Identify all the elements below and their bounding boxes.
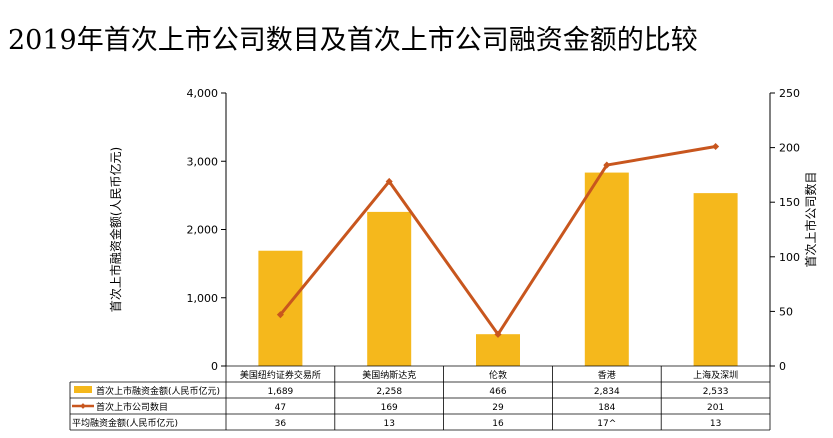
category-label: 伦敦: [489, 369, 507, 381]
right-tick-label: 100: [779, 251, 800, 264]
left-axis-title: 首次上市融资金额(人民币亿元): [108, 147, 123, 312]
left-tick-label: 3,000: [187, 155, 219, 168]
table-cell: 201: [707, 403, 724, 413]
right-axis-title: 首次上市公司数目: [803, 171, 818, 267]
axis-titles: 首次上市融资金额(人民币亿元) 首次上市公司数目: [108, 147, 818, 312]
left-tick-label: 0: [211, 360, 218, 373]
legend-swatch-bar: [74, 386, 92, 393]
bar: [476, 334, 520, 366]
line-marker: [603, 161, 611, 169]
line-marker: [712, 142, 720, 151]
right-tick-label: 200: [779, 142, 800, 155]
table-cell: 17^: [597, 419, 616, 429]
category-label: 美国纽约证券交易所: [240, 369, 321, 381]
count-line-path: [279, 145, 716, 338]
table-cell: 16: [492, 419, 504, 429]
line-marker: [276, 311, 284, 319]
left-tick-label: 2,000: [187, 224, 219, 237]
category-label: 美国纳斯达克: [362, 369, 416, 381]
table-cell: 2,258: [376, 387, 402, 397]
bar: [693, 193, 738, 366]
table-row-label: 平均融资金额(人民币亿元): [72, 417, 178, 429]
right-tick-label: 0: [779, 360, 786, 373]
table-cell: 47: [275, 403, 286, 413]
table-cell: 169: [381, 403, 398, 413]
table-cell: 2,533: [703, 387, 729, 397]
bar: [258, 250, 303, 366]
category-label: 香港: [598, 369, 616, 381]
legend-swatch-marker: [80, 403, 86, 409]
chart-title: 2019年首次上市公司数目及首次上市公司融资金额的比较: [8, 25, 698, 56]
right-tick-label: 250: [779, 87, 800, 100]
table-cell: 13: [710, 419, 721, 429]
table-cell: 13: [383, 419, 394, 429]
legend-label: 首次上市融资金额(人民币亿元): [96, 385, 220, 397]
axes: 0 1,000 2,000 3,000 4,000 0 50 100 150 200 250: [187, 87, 801, 373]
count-line: [276, 142, 720, 338]
left-tick-label: 1,000: [187, 292, 219, 305]
table-cell: 29: [492, 403, 504, 413]
table-cell: 184: [598, 403, 615, 413]
line-marker: [385, 177, 393, 185]
bar: [367, 211, 412, 366]
bars: [258, 172, 738, 366]
bar: [584, 172, 629, 366]
line-marker: [494, 330, 502, 338]
category-label: 上海及深圳: [693, 369, 738, 381]
legend-label: 首次上市公司数目: [96, 401, 168, 413]
left-tick-label: 4,000: [187, 87, 219, 100]
table-cell: 1,689: [268, 387, 294, 397]
right-tick-label: 150: [779, 196, 800, 209]
table-cell: 2,834: [594, 387, 620, 397]
table-cell: 466: [489, 387, 506, 397]
right-tick-label: 50: [779, 305, 793, 318]
table-cell: 36: [275, 419, 287, 429]
